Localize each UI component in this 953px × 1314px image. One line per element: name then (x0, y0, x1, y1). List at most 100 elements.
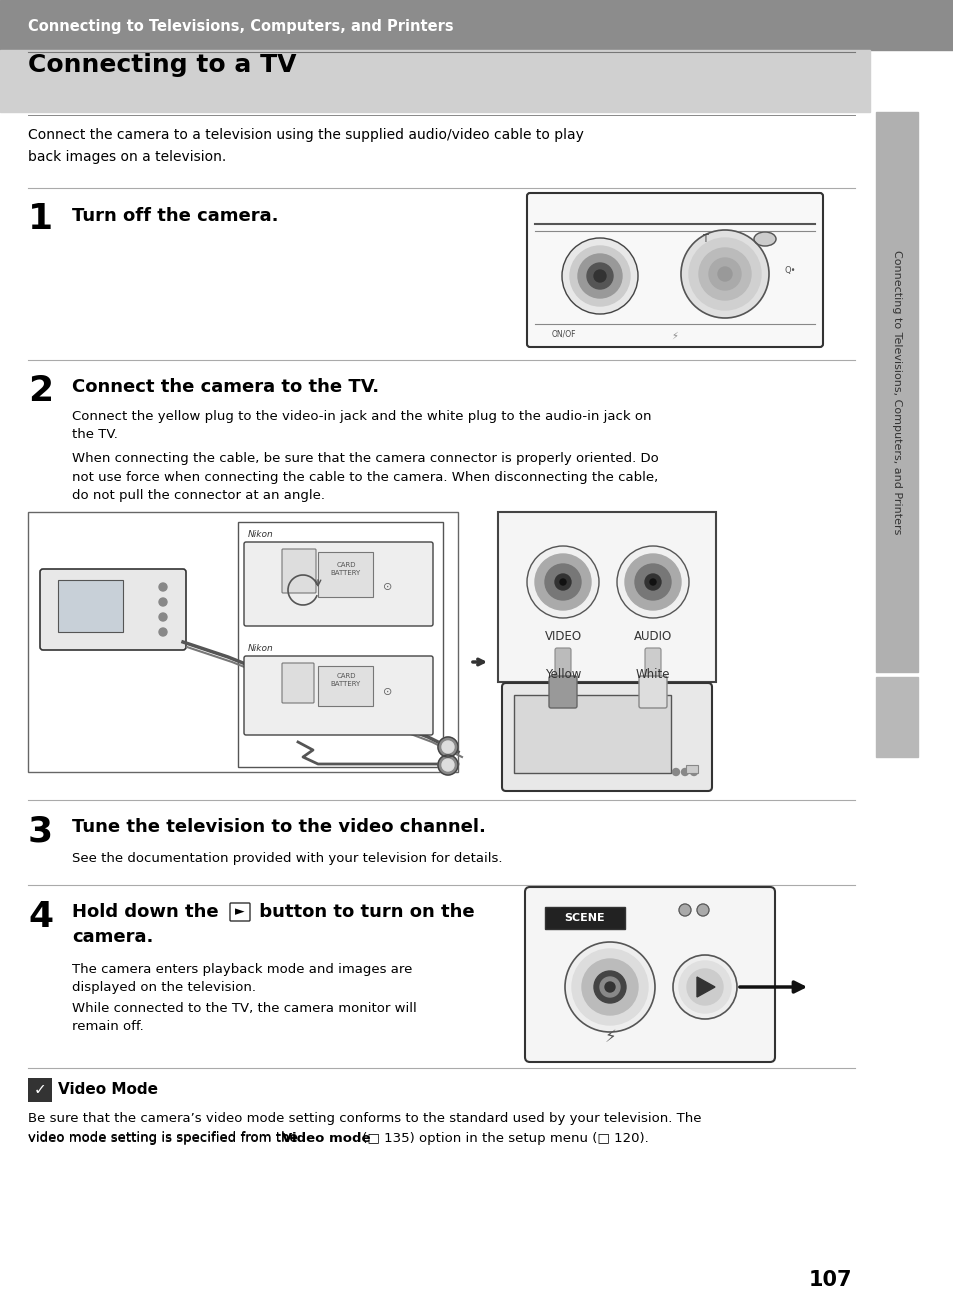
FancyBboxPatch shape (244, 656, 433, 735)
Circle shape (559, 579, 565, 585)
Text: VIDEO: VIDEO (544, 629, 581, 643)
Text: ⊙: ⊙ (383, 687, 393, 696)
FancyBboxPatch shape (501, 683, 711, 791)
Circle shape (586, 263, 613, 289)
Text: SCENE: SCENE (564, 913, 604, 922)
Text: Video Mode: Video Mode (58, 1083, 158, 1097)
FancyBboxPatch shape (639, 675, 666, 708)
Text: When connecting the cable, be sure that the camera connector is properly oriente: When connecting the cable, be sure that … (71, 452, 659, 502)
Text: Connecting to Televisions, Computers, and Printers: Connecting to Televisions, Computers, an… (28, 20, 453, 34)
Text: ⚡: ⚡ (671, 331, 678, 342)
Circle shape (159, 583, 167, 591)
Circle shape (441, 741, 454, 753)
Text: 3: 3 (28, 813, 53, 848)
Text: Video mode: Video mode (282, 1131, 370, 1144)
Circle shape (617, 547, 688, 618)
Circle shape (578, 254, 621, 298)
Text: 4: 4 (28, 900, 53, 934)
Circle shape (686, 968, 722, 1005)
Circle shape (555, 574, 571, 590)
Text: Connect the camera to a television using the supplied audio/video cable to play
: Connect the camera to a television using… (28, 127, 583, 164)
Circle shape (679, 904, 690, 916)
Text: AUDIO: AUDIO (633, 629, 672, 643)
Text: Nikon: Nikon (248, 644, 274, 653)
Circle shape (604, 982, 615, 992)
Ellipse shape (753, 233, 775, 246)
Circle shape (159, 598, 167, 606)
Polygon shape (697, 978, 714, 997)
Bar (317, 666, 373, 706)
Text: 2: 2 (28, 374, 53, 409)
Text: The camera enters playback mode and images are
displayed on the television.: The camera enters playback mode and imag… (71, 963, 412, 995)
Circle shape (581, 959, 638, 1014)
FancyBboxPatch shape (555, 648, 571, 682)
Text: See the documentation provided with your television for details.: See the documentation provided with your… (71, 851, 502, 865)
Text: Connecting to Televisions, Computers, and Printers: Connecting to Televisions, Computers, an… (891, 250, 901, 535)
Circle shape (708, 258, 740, 290)
Text: Connect the yellow plug to the video-in jack and the white plug to the audio-in : Connect the yellow plug to the video-in … (71, 410, 651, 442)
Circle shape (159, 628, 167, 636)
FancyBboxPatch shape (644, 648, 660, 682)
Bar (497, 512, 716, 682)
FancyBboxPatch shape (526, 193, 822, 347)
Circle shape (544, 564, 580, 600)
Text: video mode setting is specified from the: video mode setting is specified from the (28, 1131, 302, 1144)
Bar (544, 907, 624, 929)
Circle shape (569, 246, 629, 306)
Text: Turn off the camera.: Turn off the camera. (71, 208, 278, 225)
Circle shape (718, 267, 731, 281)
Circle shape (572, 949, 647, 1025)
Text: Q•: Q• (784, 267, 796, 276)
Circle shape (624, 555, 680, 610)
Circle shape (437, 737, 457, 757)
Text: ►: ► (235, 905, 245, 918)
Circle shape (564, 942, 655, 1031)
Bar (317, 552, 373, 597)
Circle shape (441, 759, 454, 771)
FancyBboxPatch shape (282, 549, 315, 593)
Bar (685, 765, 698, 773)
Circle shape (594, 971, 625, 1003)
Text: ON/OF: ON/OF (552, 330, 576, 339)
Text: 107: 107 (807, 1271, 851, 1290)
FancyBboxPatch shape (282, 664, 314, 703)
Text: Connecting to a TV: Connecting to a TV (28, 53, 296, 78)
Text: White: White (635, 668, 670, 681)
Text: ⚡: ⚡ (603, 1028, 616, 1046)
Bar (875, 677, 917, 757)
Text: Be sure that the camera’s video mode setting conforms to the standard used by yo: Be sure that the camera’s video mode set… (28, 1112, 700, 1143)
FancyBboxPatch shape (524, 887, 774, 1062)
Bar (0, 50, 869, 112)
Circle shape (561, 238, 638, 314)
Text: CARD
BATTERY: CARD BATTERY (331, 673, 361, 687)
Text: camera.: camera. (71, 928, 153, 946)
Text: Hold down the: Hold down the (71, 903, 225, 921)
Circle shape (159, 614, 167, 622)
Circle shape (437, 756, 457, 775)
Circle shape (690, 769, 697, 775)
Circle shape (649, 579, 656, 585)
Circle shape (697, 904, 708, 916)
Text: CARD
BATTERY: CARD BATTERY (331, 562, 361, 576)
Bar (58, 579, 123, 632)
Circle shape (599, 978, 619, 997)
Circle shape (672, 955, 737, 1018)
Bar (237, 522, 442, 767)
FancyBboxPatch shape (244, 541, 433, 625)
Text: button to turn on the: button to turn on the (253, 903, 475, 921)
Text: ✓: ✓ (33, 1083, 47, 1097)
Circle shape (679, 961, 730, 1013)
Circle shape (680, 769, 688, 775)
Bar (875, 112, 917, 671)
Circle shape (688, 238, 760, 310)
Circle shape (680, 230, 768, 318)
FancyBboxPatch shape (28, 1077, 52, 1102)
Text: (□ 135) option in the setup menu (□ 120).: (□ 135) option in the setup menu (□ 120)… (357, 1131, 648, 1144)
FancyBboxPatch shape (548, 675, 577, 708)
Text: Connect the camera to the TV.: Connect the camera to the TV. (71, 378, 378, 396)
Circle shape (699, 248, 750, 300)
Text: While connected to the TV, the camera monitor will
remain off.: While connected to the TV, the camera mo… (71, 1003, 416, 1034)
Text: T: T (701, 234, 707, 244)
Bar (28, 512, 457, 773)
Circle shape (672, 769, 679, 775)
